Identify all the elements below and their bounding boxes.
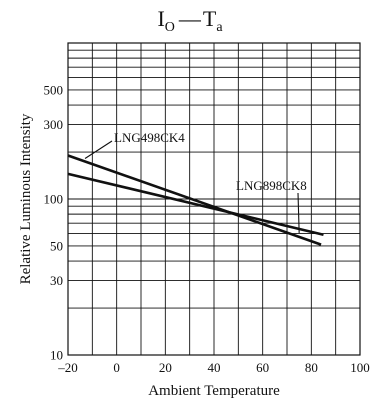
x-tick-label: 20 bbox=[159, 360, 172, 375]
y-axis-label: Relative Luminous Intensity bbox=[18, 113, 34, 284]
callout-line-lng898ck8 bbox=[297, 192, 300, 233]
y-tick-label: 100 bbox=[44, 192, 64, 207]
y-tick-label: 300 bbox=[44, 117, 64, 132]
plot-frame bbox=[67, 42, 361, 356]
chart-title: IO —Ta bbox=[157, 6, 223, 35]
series-label-lng898ck8: LNG898CK8 bbox=[236, 178, 307, 193]
callouts bbox=[84, 140, 300, 233]
tick-labels: –20 0 20 40 60 80 100 10 30 50 100 300 500 bbox=[44, 82, 370, 375]
x-tick-label: 0 bbox=[113, 360, 120, 375]
callout-line-lng498ck4 bbox=[84, 140, 113, 159]
y-tick-label: 50 bbox=[50, 238, 63, 253]
series-group bbox=[67, 154, 324, 246]
x-tick-label: –20 bbox=[57, 360, 78, 375]
x-tick-label: 80 bbox=[305, 360, 318, 375]
x-axis-label: Ambient Temperature bbox=[148, 383, 280, 399]
y-tick-label: 500 bbox=[44, 82, 64, 97]
series-line-lng898ck8 bbox=[67, 172, 324, 237]
y-tick-label: 10 bbox=[50, 348, 63, 363]
x-tick-label: 40 bbox=[208, 360, 221, 375]
x-tick-label: 100 bbox=[350, 360, 370, 375]
y-tick-label: 30 bbox=[50, 273, 63, 288]
grid bbox=[67, 43, 361, 356]
series-label-lng498ck4: LNG498CK4 bbox=[114, 130, 185, 145]
x-tick-label: 60 bbox=[256, 360, 269, 375]
series-line-lng498ck4 bbox=[67, 154, 322, 246]
